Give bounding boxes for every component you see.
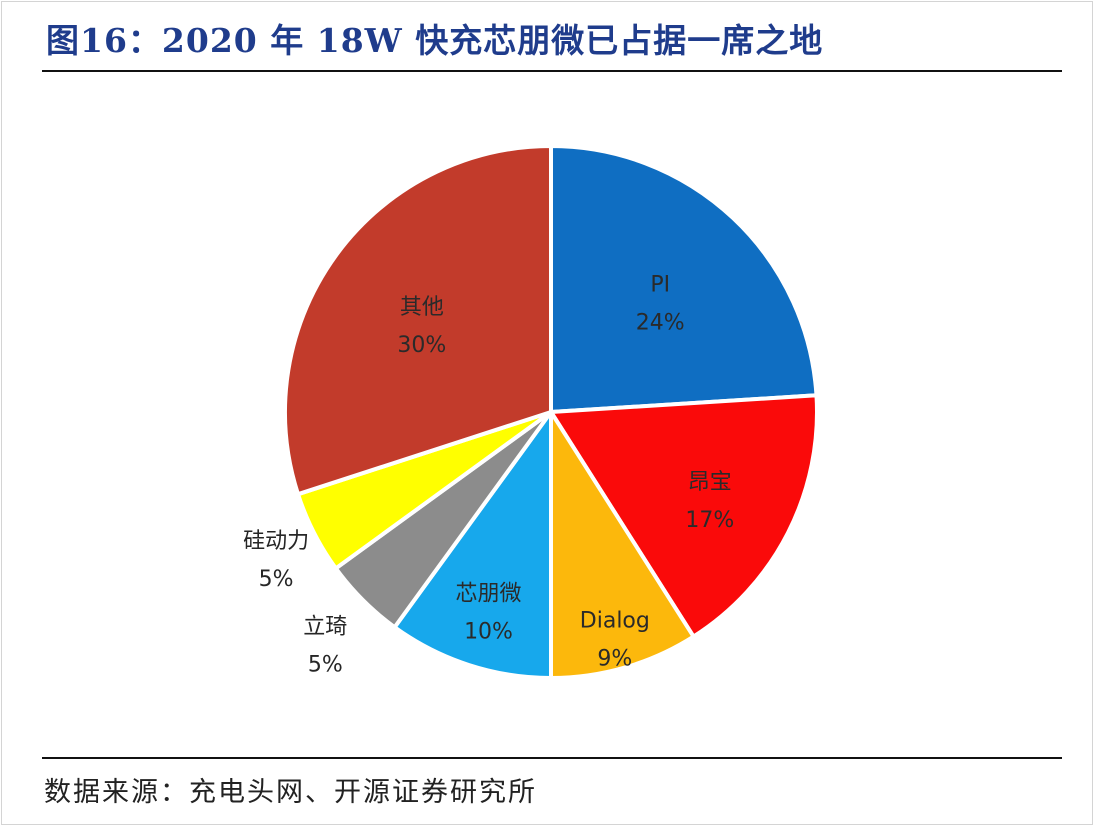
pie-slice-1	[549, 144, 819, 414]
slice-name-label: 其他	[400, 295, 444, 320]
source-note: 数据来源：充电头网、开源证券研究所	[44, 777, 537, 808]
slice-name-label: 芯朋微	[456, 581, 522, 606]
slice-name-label: PI	[650, 273, 670, 298]
slice-name-label: 硅动力	[243, 529, 309, 554]
pie-slice-2	[549, 393, 819, 639]
slice-value-label: 30%	[397, 333, 446, 358]
slice-value-label: 10%	[464, 619, 513, 644]
title-rule	[42, 70, 1062, 72]
pie-slices	[283, 144, 819, 680]
pie-labels: PI 24% 昂宝 17% Dialog 9% 芯朋微 10% 立琦 5% 硅动力 5% 其他 30%	[243, 273, 734, 678]
slice-name-label: 昂宝	[688, 470, 732, 495]
figure-title: 图16：2020 年 18W 快充芯朋微已占据一席之地	[46, 21, 824, 60]
slice-name-label: Dialog	[580, 609, 650, 634]
slice-name-label: 立琦	[303, 615, 347, 640]
pie-slice-4	[392, 410, 553, 680]
slice-value-label: 5%	[308, 653, 343, 678]
pie-slice-7	[283, 144, 553, 497]
source-rule	[42, 757, 1062, 759]
slice-value-label: 17%	[685, 508, 734, 533]
pie-slice-3	[549, 410, 696, 680]
slice-value-label: 9%	[597, 647, 632, 672]
slice-value-label: 24%	[636, 311, 685, 336]
slice-value-label: 5%	[259, 567, 294, 592]
